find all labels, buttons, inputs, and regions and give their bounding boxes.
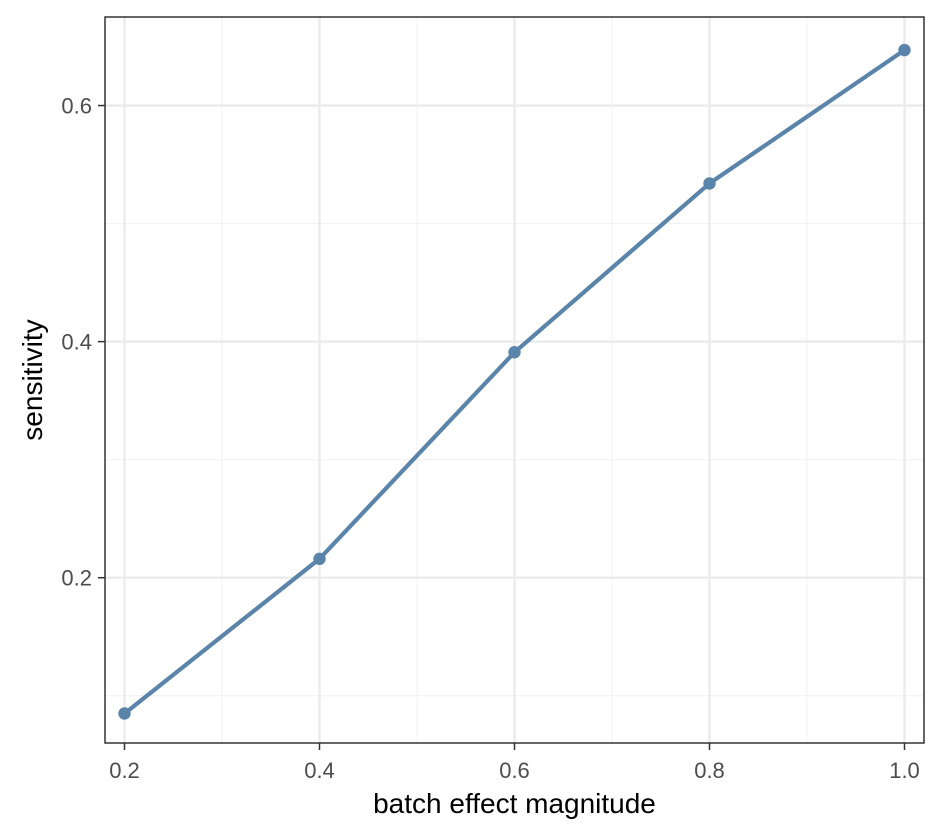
data-point xyxy=(703,177,716,190)
y-tick-label: 0.6 xyxy=(61,94,92,119)
x-tick-label: 0.4 xyxy=(304,758,335,783)
x-tick-label: 0.8 xyxy=(694,758,725,783)
data-point xyxy=(898,43,911,57)
y-axis-title: sensitivity xyxy=(17,319,48,440)
x-tick-label: 0.6 xyxy=(499,758,530,783)
x-tick-label: 0.2 xyxy=(109,758,140,783)
y-axis: 0.2 0.4 0.6 xyxy=(61,94,105,591)
y-tick-label: 0.2 xyxy=(61,566,92,591)
x-axis: 0.2 0.4 0.6 0.8 1.0 xyxy=(109,743,920,783)
x-axis-title: batch effect magnitude xyxy=(373,788,656,819)
x-tick-label: 1.0 xyxy=(889,758,920,783)
series-layer xyxy=(118,43,911,720)
y-tick-label: 0.4 xyxy=(61,330,92,355)
data-point xyxy=(118,707,131,720)
major-gridlines xyxy=(105,17,924,743)
data-point xyxy=(508,346,521,359)
data-point xyxy=(313,552,326,566)
